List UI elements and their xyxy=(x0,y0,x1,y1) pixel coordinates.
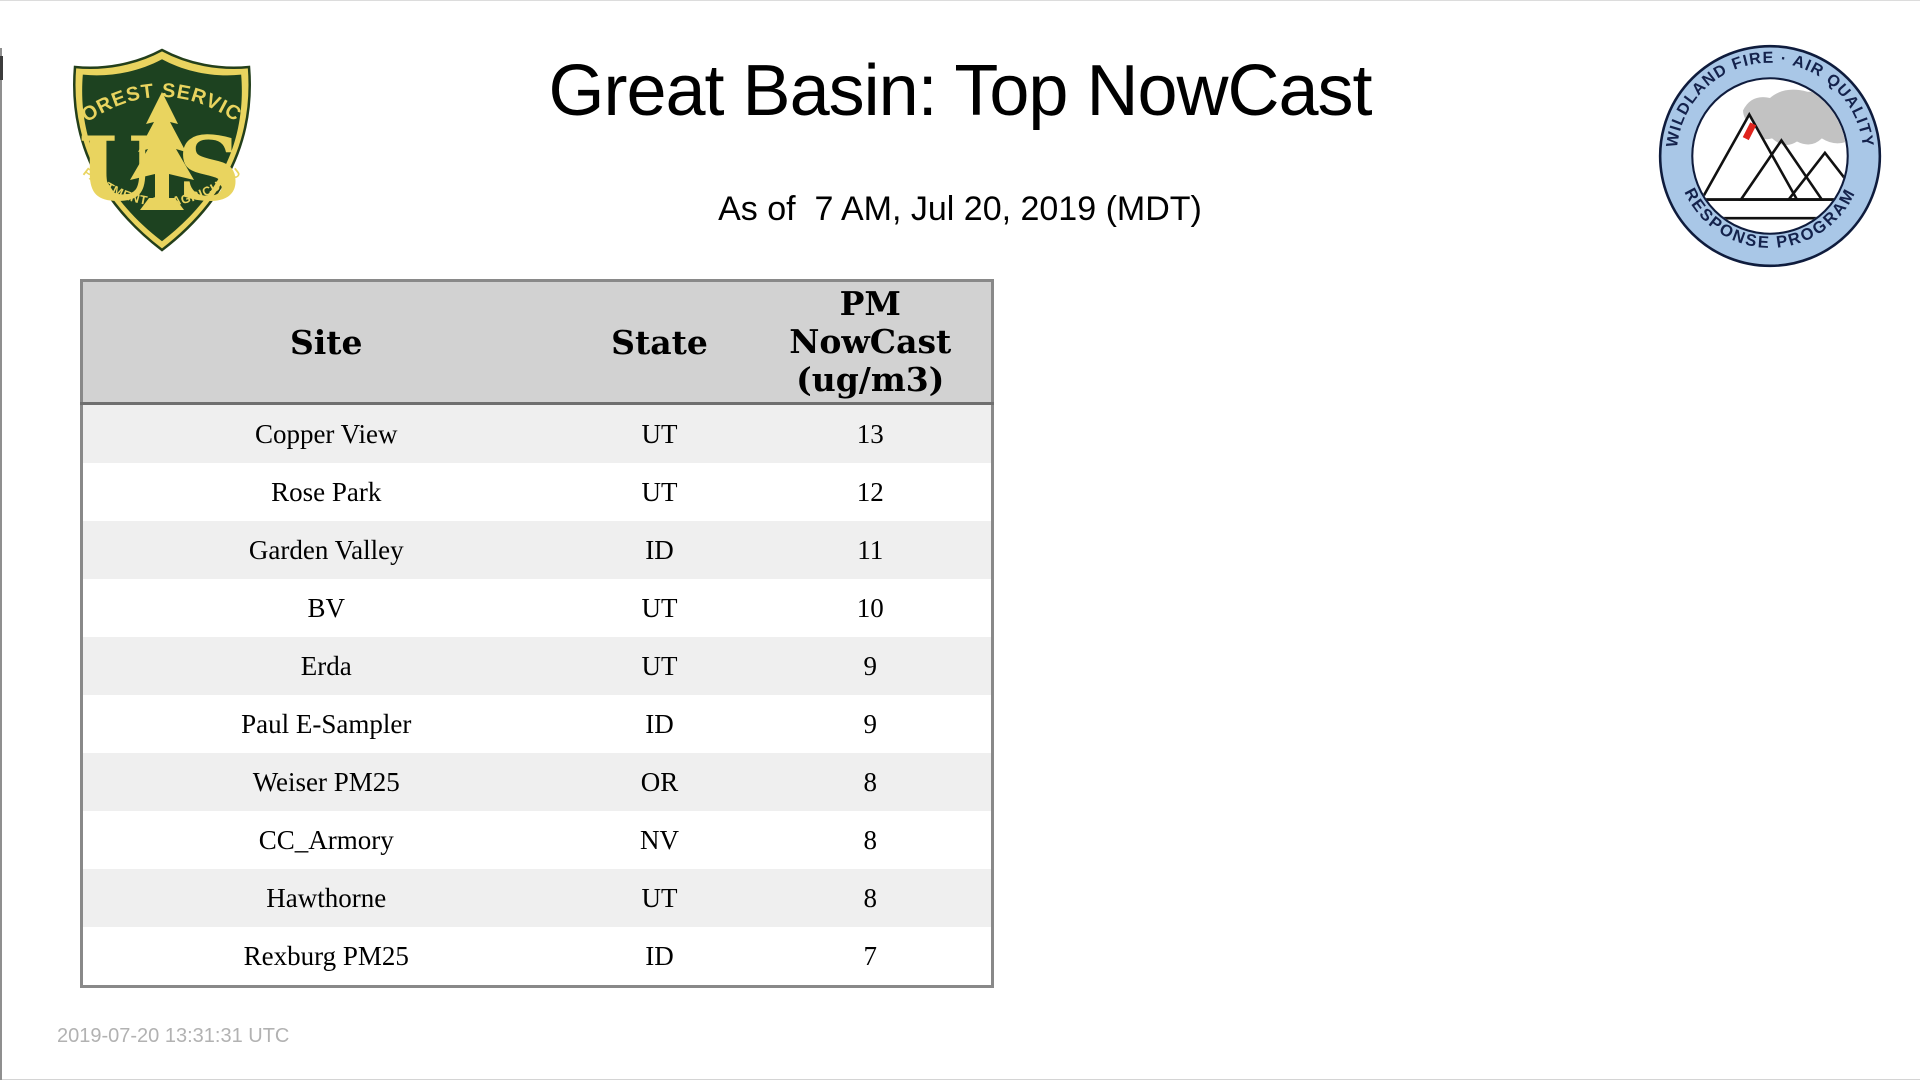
site-cell: Erda xyxy=(81,637,570,695)
nowcast-cell: 9 xyxy=(749,637,993,695)
nowcast-cell: 8 xyxy=(749,753,993,811)
usfs-shield-icon: FOREST SERVICE DEPARTMENT OF AGRICULTURE… xyxy=(55,23,251,252)
table-row: CC_Armory NV 8 xyxy=(81,811,993,869)
generation-timestamp: 2019-07-20 13:31:31 UTC xyxy=(57,1025,290,1047)
table-row: Rexburg PM25 ID 7 xyxy=(81,927,993,987)
state-cell: UT xyxy=(569,463,750,521)
table-row: Garden Valley ID 11 xyxy=(81,521,993,579)
table-row: Weiser PM25 OR 8 xyxy=(81,753,993,811)
site-cell: Copper View xyxy=(81,403,570,463)
table-row: Copper View UT 13 xyxy=(81,403,993,463)
smoke-plume xyxy=(1743,89,1847,145)
nowcast-cell: 10 xyxy=(749,579,993,637)
state-cell: UT xyxy=(569,637,750,695)
table-row: Hawthorne UT 8 xyxy=(81,869,993,927)
page-subtitle: As of 7 AM, Jul 20, 2019 (MDT) xyxy=(718,190,1202,228)
site-cell: Weiser PM25 xyxy=(81,753,570,811)
window-edge-notch xyxy=(0,56,3,80)
table-row: Paul E-Sampler ID 9 xyxy=(81,695,993,753)
pine-tree-icon xyxy=(130,92,194,210)
site-cell: Hawthorne xyxy=(81,869,570,927)
table-row: Rose Park UT 12 xyxy=(81,463,993,521)
nowcast-cell: 11 xyxy=(749,521,993,579)
window-edge-left xyxy=(0,48,2,1080)
state-cell: ID xyxy=(569,521,750,579)
site-cell: Rose Park xyxy=(81,463,570,521)
pm-header-line: NowCast xyxy=(789,322,952,361)
col-header-state: State xyxy=(569,280,750,405)
nowcast-cell: 8 xyxy=(749,811,993,869)
pm-header-line: PM xyxy=(839,284,901,323)
state-cell: UT xyxy=(569,869,750,927)
nowcast-cell: 12 xyxy=(749,463,993,521)
site-cell: BV xyxy=(81,579,570,637)
col-header-pm-nowcast: PM NowCast (ug/m3) xyxy=(749,280,993,405)
nowcast-cell: 9 xyxy=(749,695,993,753)
pm-header-line: (ug/m3) xyxy=(796,360,945,399)
site-cell: Paul E-Sampler xyxy=(81,695,570,753)
usfs-logo: FOREST SERVICE DEPARTMENT OF AGRICULTURE… xyxy=(55,23,262,260)
table-header-row: Site State PM NowCast (ug/m3) xyxy=(81,280,993,405)
table-row: Erda UT 9 xyxy=(81,637,993,695)
state-cell: ID xyxy=(569,695,750,753)
state-cell: OR xyxy=(569,753,750,811)
state-cell: ID xyxy=(569,927,750,987)
nowcast-cell: 7 xyxy=(749,927,993,987)
site-cell: CC_Armory xyxy=(81,811,570,869)
nowcast-cell: 13 xyxy=(749,403,993,463)
window-edge-top xyxy=(0,0,1920,1)
site-cell: Rexburg PM25 xyxy=(81,927,570,987)
state-cell: NV xyxy=(569,811,750,869)
fire-mark xyxy=(1742,122,1757,141)
wfaqrp-logo: WILDLAND FIRE · AIR QUALITY RESPONSE PRO… xyxy=(1656,42,1884,270)
usfs-letter-s: S xyxy=(177,117,241,221)
wfaqrp-badge-icon: WILDLAND FIRE · AIR QUALITY RESPONSE PRO… xyxy=(1658,44,1882,268)
state-cell: UT xyxy=(569,579,750,637)
nowcast-cell: 8 xyxy=(749,869,993,927)
nowcast-table: Site State PM NowCast (ug/m3) Copper Vie… xyxy=(80,279,994,988)
table-row: BV UT 10 xyxy=(81,579,993,637)
col-header-site: Site xyxy=(81,280,570,405)
site-cell: Garden Valley xyxy=(81,521,570,579)
state-cell: UT xyxy=(569,403,750,463)
page-title: Great Basin: Top NowCast xyxy=(548,51,1372,131)
